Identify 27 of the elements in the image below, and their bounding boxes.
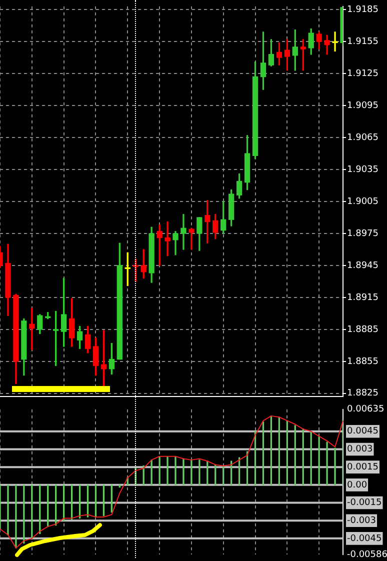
y-tick-label: 1.8975	[347, 228, 378, 239]
y-tick-label: 1.8915	[347, 292, 378, 303]
y-tick-label: 1.8855	[347, 356, 378, 367]
y-tick-label: -0.0045	[347, 534, 382, 544]
y-tick-label: 1.9065	[347, 132, 378, 143]
y-tick-label: 0.003	[347, 444, 373, 455]
y-tick-label: 1.9125	[347, 68, 378, 79]
candlestick	[332, 32, 338, 52]
candlestick	[188, 228, 194, 250]
y-tick-label: -0.0015	[347, 498, 382, 508]
y-tick-label: 0.00	[347, 480, 368, 490]
y-tick-label: 1.8945	[347, 260, 378, 271]
y-tick-label: 1.9005	[347, 196, 378, 207]
y-tick-label: 1.8825	[347, 388, 378, 399]
y-tick-label: -0.00586	[347, 550, 387, 560]
y-tick-label: 1.8885	[347, 324, 378, 335]
y-tick-label: 1.9185	[347, 4, 378, 15]
candlestick	[156, 224, 162, 266]
y-tick-label: 0.00635	[347, 404, 384, 415]
y-tick-label: 1.9155	[347, 36, 378, 47]
y-tick-label: 1.9095	[347, 100, 378, 111]
y-tick-label: 0.0015	[347, 462, 378, 472]
y-tick-label: 1.9035	[347, 164, 378, 175]
y-tick-label: 0.0045	[347, 426, 378, 437]
candlestick	[180, 214, 186, 250]
candlestick	[164, 221, 170, 256]
y-tick-label: -0.003	[347, 516, 376, 526]
